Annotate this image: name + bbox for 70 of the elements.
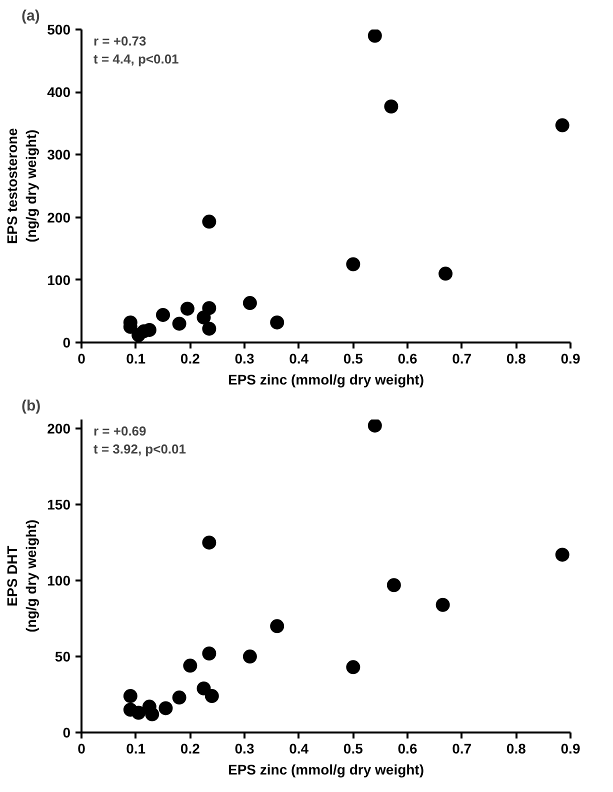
point — [270, 619, 284, 634]
annotation: r = +0.73 — [94, 34, 146, 48]
chart-title: (b) — [22, 398, 41, 414]
x-tick-label: 0.9 — [560, 350, 580, 366]
y-tick-label: 200 — [47, 209, 71, 226]
x-tick-label: 0.6 — [398, 350, 418, 366]
x-tick-label: 0.6 — [398, 740, 418, 756]
point — [156, 308, 170, 322]
y-axis-title: EPS testosterone (ng/g dry weight) — [4, 128, 40, 244]
x-tick-label: 0.2 — [180, 350, 200, 366]
annotation: r = +0.69 — [94, 424, 146, 438]
x-tick-label: 0.5 — [343, 740, 364, 756]
y-tick-label: 500 — [47, 22, 71, 38]
point — [123, 689, 138, 704]
x-tick-label: 0.5 — [343, 350, 364, 366]
point — [172, 316, 186, 331]
point — [438, 266, 453, 281]
point — [384, 100, 398, 114]
x-tick-label: 0.4 — [289, 740, 309, 756]
point — [555, 118, 570, 132]
x-tick-label: 0.8 — [506, 350, 526, 366]
y-tick-label: 100 — [47, 272, 71, 288]
y-tick-label: 400 — [47, 84, 71, 100]
point — [202, 536, 216, 550]
y-tick-label: 200 — [47, 420, 71, 437]
x-tick-label: 0 — [78, 740, 86, 756]
x-tick-label: 0.3 — [234, 740, 254, 756]
point — [202, 301, 216, 316]
x-tick-label: 0.2 — [180, 740, 200, 756]
point — [204, 689, 219, 704]
point — [180, 302, 194, 316]
point — [386, 578, 401, 592]
x-axis-title: EPS zinc (mmol/g dry weight) — [228, 372, 424, 388]
point — [368, 30, 382, 43]
y-axis-title: EPS DHT (ng/g dry weight) — [4, 520, 40, 632]
point — [270, 315, 284, 330]
x-tick-label: 0.9 — [560, 740, 580, 756]
y-tick-label: 0 — [62, 334, 71, 350]
point — [202, 646, 216, 660]
point — [346, 257, 360, 272]
x-tick-label: 0.3 — [234, 350, 254, 366]
x-tick-label: 0.4 — [289, 350, 309, 366]
x-axis-title: EPS zinc (mmol/g dry weight) — [228, 762, 424, 778]
x-tick-label: 0.7 — [452, 740, 472, 756]
point — [242, 650, 257, 664]
point — [172, 690, 186, 705]
x-tick-label: 0.1 — [126, 740, 146, 756]
y-tick-label: 150 — [47, 496, 71, 513]
x-tick-label: 0.7 — [452, 350, 472, 366]
point — [132, 706, 146, 720]
y-tick-label: 300 — [47, 146, 71, 163]
point — [145, 707, 160, 722]
x-tick-label: 0.1 — [126, 350, 146, 366]
chart-title: (a) — [22, 8, 40, 24]
point — [436, 598, 450, 612]
point — [202, 322, 216, 336]
y-tick-label: 100 — [47, 572, 71, 589]
point — [202, 214, 216, 229]
point — [368, 420, 382, 433]
point — [555, 548, 570, 562]
point — [346, 660, 360, 674]
x-tick-label: 0 — [78, 350, 86, 366]
y-tick-label: 0 — [62, 724, 71, 740]
annotation: t = 3.92, p<0.01 — [94, 442, 186, 456]
point — [183, 658, 198, 673]
y-tick-label: 50 — [54, 648, 71, 665]
annotation: t = 4.4, p<0.01 — [94, 52, 179, 66]
point — [158, 701, 173, 716]
x-tick-label: 0.8 — [506, 740, 526, 756]
point — [242, 296, 257, 310]
